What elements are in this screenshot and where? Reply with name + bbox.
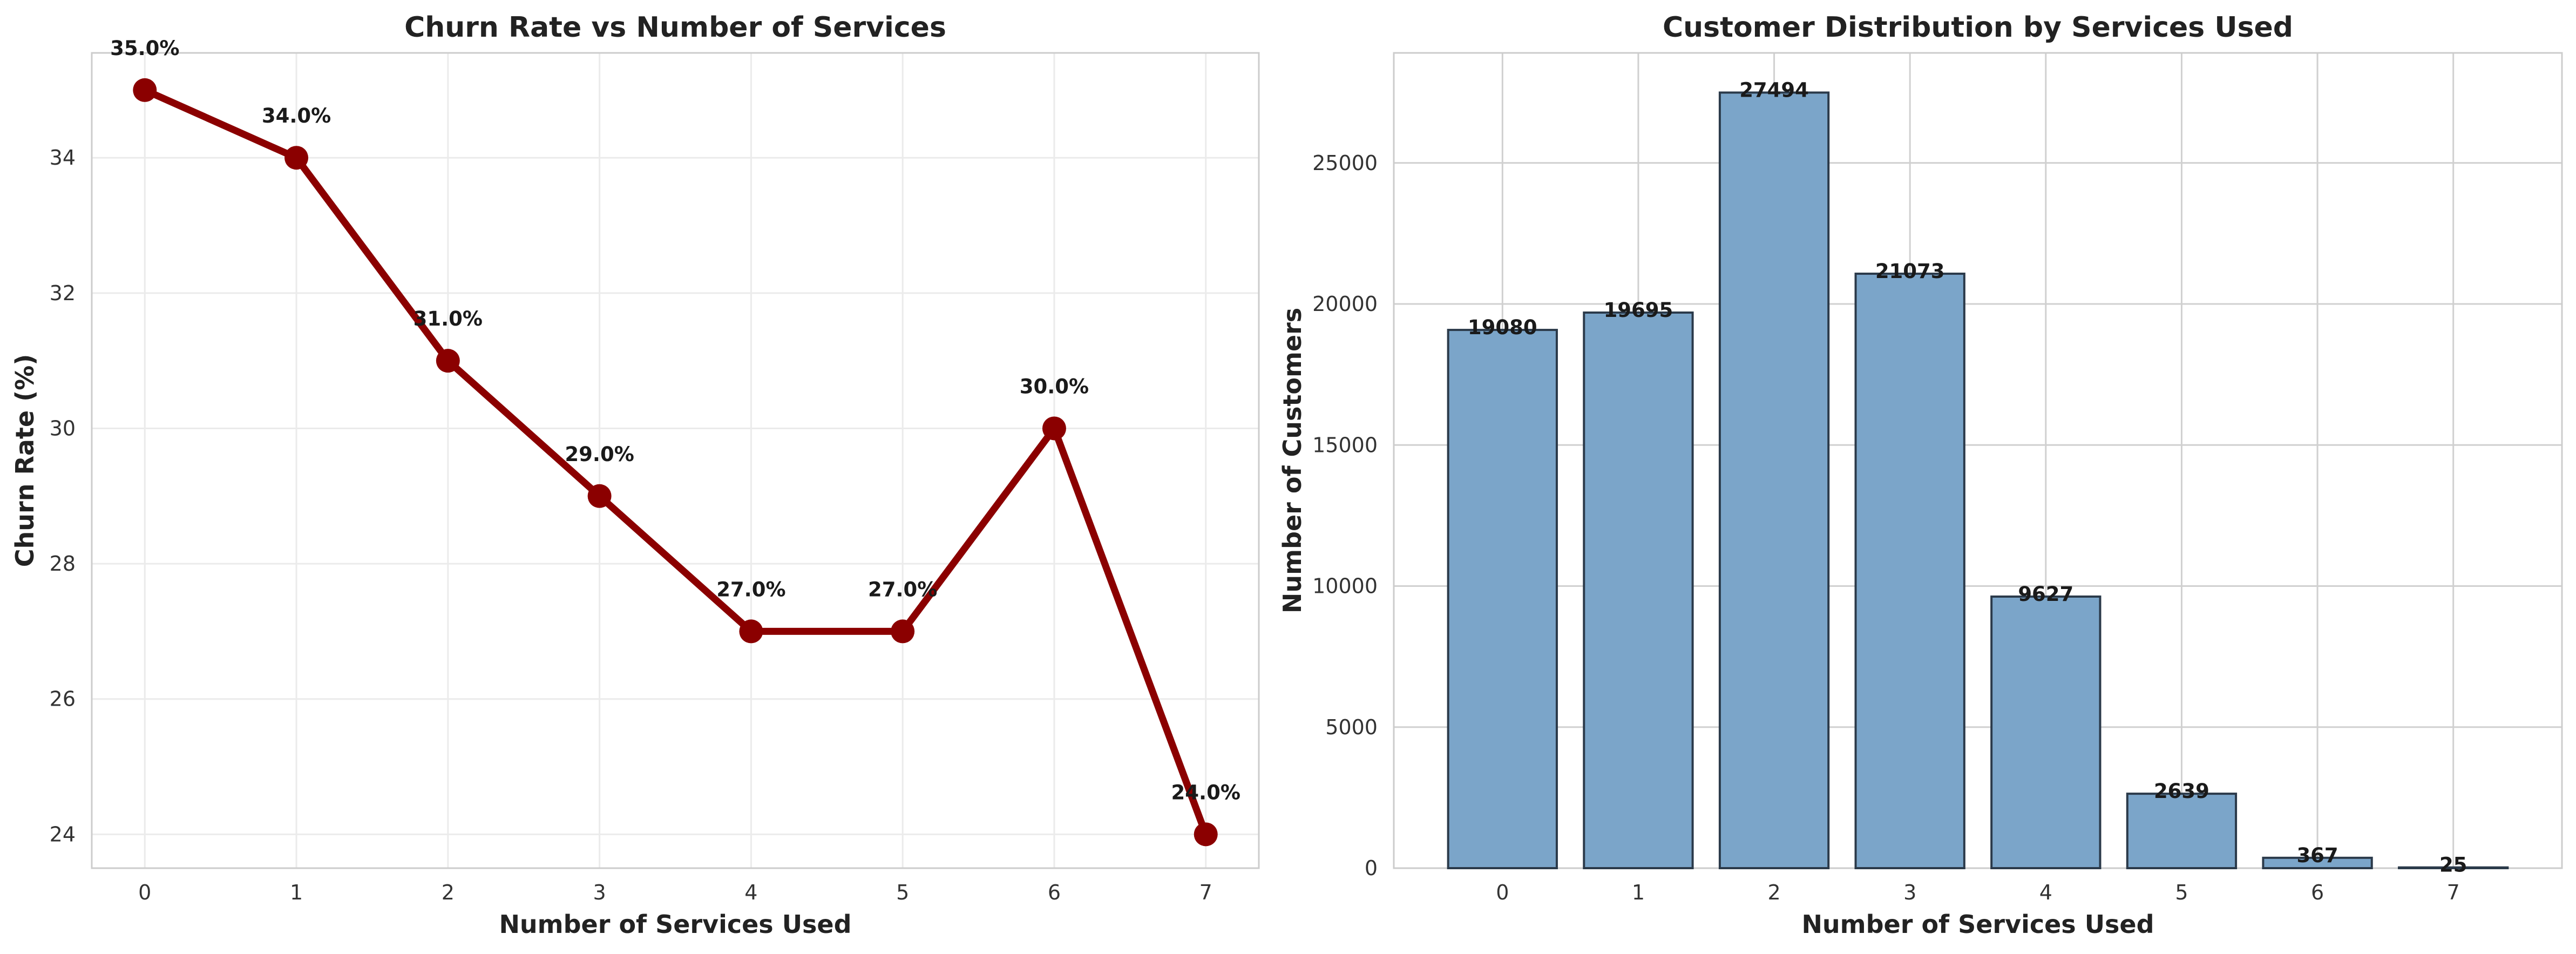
customer-bar-labels: 19080 19695 27494 21073 9627 2639 367 25 xyxy=(1468,78,2467,876)
left-x-tick-label: 6 xyxy=(1048,881,1061,904)
right-x-tick-label: 5 xyxy=(2175,881,2188,904)
left-chart-title: Churn Rate vs Number of Services xyxy=(404,11,946,44)
left-plot-frame xyxy=(91,52,1260,869)
right-plot-frame xyxy=(1393,52,2563,869)
right-x-tick-label: 3 xyxy=(1903,881,1916,904)
right-x-tick-label: 0 xyxy=(1496,881,1509,904)
customer-bar xyxy=(1447,329,1558,869)
left-x-tick-label: 1 xyxy=(290,881,303,904)
right-x-axis-label: Number of Services Used xyxy=(1801,910,2154,939)
right-x-tick-label: 6 xyxy=(2311,881,2324,904)
customer-bar xyxy=(1854,272,1965,869)
right-y-axis-label: Number of Customers xyxy=(1278,308,1307,613)
customer-bars xyxy=(1447,91,2509,870)
customer-bar xyxy=(1583,311,1694,870)
left-x-tick-label: 5 xyxy=(896,881,909,904)
churn-value-label: 29.0% xyxy=(565,443,634,466)
churn-value-label: 30.0% xyxy=(1020,375,1089,398)
customer-bar-value-label: 25 xyxy=(2439,854,2467,877)
left-x-axis-label: Number of Services Used xyxy=(499,910,851,939)
customer-bar-value-label: 367 xyxy=(2296,844,2338,867)
churn-data-labels: 35.0% 34.0% 31.0% 29.0% 27.0% 27.0% 30.0% 24.0% xyxy=(110,37,1240,804)
churn-point xyxy=(1194,822,1218,847)
right-x-tick-label: 7 xyxy=(2447,881,2460,904)
customer-bar-value-label: 2639 xyxy=(2154,780,2209,803)
churn-points xyxy=(133,78,1218,847)
churn-value-label: 34.0% xyxy=(262,104,331,127)
churn-value-label: 27.0% xyxy=(716,578,785,601)
right-x-tick-label: 4 xyxy=(2039,881,2052,904)
right-y-tick-label: 25000 xyxy=(1312,151,1378,175)
right-y-ticks: 0 5000 10000 15000 20000 25000 xyxy=(1312,151,1378,880)
right-x-tick-label: 1 xyxy=(1632,881,1645,904)
right-y-tick-label: 0 xyxy=(1365,856,1378,880)
customer-bar-chart: Customer Distribution by Services Used 1… xyxy=(1278,11,2563,939)
churn-point xyxy=(739,619,763,644)
customer-bar xyxy=(2126,793,2238,869)
left-x-tick-label: 0 xyxy=(138,881,151,904)
left-y-tick-label: 24 xyxy=(50,822,76,846)
churn-value-label: 24.0% xyxy=(1171,781,1240,804)
left-x-tick-label: 2 xyxy=(442,881,455,904)
left-x-tick-label: 4 xyxy=(744,881,757,904)
customer-bar xyxy=(1990,595,2102,869)
right-y-tick-label: 5000 xyxy=(1325,715,1378,739)
churn-point xyxy=(133,78,157,102)
left-y-tick-label: 26 xyxy=(50,687,76,711)
left-x-ticks: 0 1 2 3 4 5 6 7 xyxy=(138,881,1212,904)
churn-point xyxy=(284,146,309,170)
churn-point xyxy=(1042,416,1066,441)
customer-bar-value-label: 19080 xyxy=(1468,316,1537,339)
churn-series-line xyxy=(141,86,1210,838)
right-grid xyxy=(1394,53,2562,869)
left-x-tick-label: 3 xyxy=(593,881,606,904)
right-x-tick-label: 2 xyxy=(1767,881,1780,904)
churn-point xyxy=(436,349,460,373)
left-x-tick-label: 7 xyxy=(1199,881,1212,904)
right-chart-title: Customer Distribution by Services Used xyxy=(1663,11,2293,44)
churn-point xyxy=(891,619,915,644)
left-y-tick-label: 30 xyxy=(50,416,76,440)
customer-bar xyxy=(1718,91,1830,869)
right-y-tick-label: 10000 xyxy=(1312,574,1378,598)
churn-value-label: 35.0% xyxy=(110,37,179,60)
churn-line-chart: Churn Rate vs Number of Services 2426283… xyxy=(10,11,1260,939)
customer-bar-value-label: 21073 xyxy=(1875,260,1945,283)
right-x-ticks: 0 1 2 3 4 5 6 7 xyxy=(1496,881,2460,904)
customer-bar-value-label: 9627 xyxy=(2018,583,2073,606)
right-y-tick-label: 15000 xyxy=(1312,433,1378,457)
churn-value-label: 27.0% xyxy=(868,578,937,601)
right-y-tick-label: 20000 xyxy=(1312,292,1378,316)
customer-bar-value-label: 27494 xyxy=(1739,78,1809,102)
customer-bar-value-label: 19695 xyxy=(1604,299,1673,322)
left-y-tick-label: 34 xyxy=(50,146,76,170)
left-y-axis-label: Churn Rate (%) xyxy=(10,354,39,567)
left-grid xyxy=(92,53,1259,868)
left-y-tick-label: 32 xyxy=(50,281,76,305)
left-y-tick-label: 28 xyxy=(50,552,76,576)
churn-value-label: 31.0% xyxy=(413,307,483,330)
churn-point xyxy=(587,484,612,508)
left-y-ticks: 24 26 28 30 32 34 xyxy=(50,146,76,846)
customer-bar xyxy=(2262,856,2373,870)
